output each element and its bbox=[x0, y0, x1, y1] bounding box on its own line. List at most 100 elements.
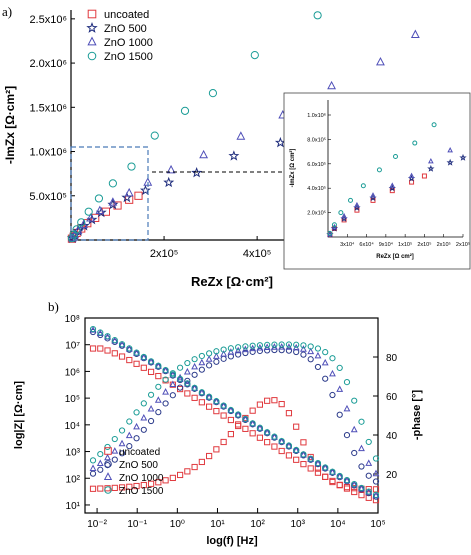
panel-b-phase-point bbox=[235, 344, 242, 351]
inset-point bbox=[431, 122, 437, 128]
panel-b-magnitude-point bbox=[140, 353, 147, 361]
inset-point bbox=[421, 173, 427, 179]
panel-b-phase-point bbox=[213, 358, 220, 365]
panel-b-phase-point bbox=[314, 351, 322, 359]
panel-a-y-ticks: 5.0x10⁵ 1.0x10⁶ 1.5x10⁶ 2.0x10⁶ 2.5x10⁶ bbox=[29, 14, 75, 203]
panel-b-magnitude-point bbox=[322, 473, 329, 480]
panel-b-phase-point bbox=[162, 388, 170, 395]
panel-b-phase-point bbox=[104, 443, 111, 451]
panel-b-phase-point bbox=[191, 371, 198, 378]
panel-b-magnitude-point bbox=[89, 326, 97, 333]
panel-b-phase-point bbox=[125, 431, 133, 439]
panel-b-phase-point bbox=[176, 373, 184, 381]
panel-b-y-tick-label: 10¹ bbox=[66, 501, 81, 512]
panel-b-legend: uncoated ZnO 500 ZnO 1000 ZnO 1500 bbox=[103, 447, 164, 497]
panel-a-point bbox=[95, 206, 107, 218]
inset-point bbox=[376, 167, 382, 173]
panel-b-magnitude-point bbox=[372, 491, 380, 498]
panel-b-y-label: log|Z| [Ω·cm] bbox=[13, 381, 25, 449]
inset-point bbox=[447, 147, 453, 153]
panel-b-phase-point bbox=[89, 457, 97, 464]
inset-point bbox=[348, 197, 353, 203]
panel-b-phase-point bbox=[184, 359, 191, 367]
panel-a-y-tick-label: 2.5x10⁶ bbox=[29, 14, 67, 26]
panel-a-point bbox=[95, 205, 105, 215]
inset-point bbox=[459, 153, 467, 161]
inset-point bbox=[446, 158, 454, 166]
panel-b-y2-tick-label: 20 bbox=[386, 470, 398, 481]
panel-b-y-tick-label: 10⁶ bbox=[65, 367, 80, 378]
legend-marker bbox=[104, 486, 112, 494]
panel-b-phase-point bbox=[242, 349, 249, 357]
panel-b-phase-point bbox=[329, 355, 336, 362]
panel-a-point bbox=[91, 213, 100, 222]
panel-b-y-ticks: 10¹ 10² 10³ 10⁴ 10⁵ 10⁶ 10⁷ 10⁸ bbox=[65, 314, 90, 512]
legend-marker bbox=[103, 472, 113, 480]
panel-b-magnitude-point bbox=[285, 442, 293, 449]
panel-b-magnitude-point bbox=[314, 460, 322, 467]
legend-label: ZnO 500 bbox=[104, 23, 147, 35]
panel-b-phase-point bbox=[111, 435, 118, 443]
panel-b-phase-point bbox=[198, 458, 205, 466]
panel-a-point bbox=[94, 194, 104, 203]
panel-b-magnitude-point bbox=[343, 477, 351, 484]
panel-b-magnitude-point bbox=[198, 389, 205, 396]
panel-a-point bbox=[163, 176, 175, 188]
panel-b-letter: b) bbox=[48, 299, 59, 314]
panel-b-phase-point bbox=[235, 422, 242, 430]
panel-b-x-tick-label: 10³ bbox=[291, 519, 306, 530]
panel-b-magnitude-point bbox=[220, 412, 227, 419]
panel-b-phase-point bbox=[249, 348, 256, 355]
panel-b-points bbox=[89, 325, 380, 504]
panel-b-phase-point bbox=[118, 484, 126, 491]
panel-a-point bbox=[191, 167, 203, 178]
panel-b-magnitude-point bbox=[184, 390, 191, 397]
panel-a-point bbox=[108, 197, 118, 206]
panel-b-phase-point bbox=[183, 367, 191, 375]
panel-b-phase-point bbox=[89, 470, 97, 477]
panel-a-x-tick-label: 2x10⁵ bbox=[150, 248, 178, 260]
panel-b-magnitude-point bbox=[256, 424, 264, 431]
panel-b-phase-point bbox=[365, 459, 373, 466]
panel-b-phase-point bbox=[351, 397, 358, 404]
panel-b-magnitude-point bbox=[358, 484, 365, 492]
panel-b-phase-point bbox=[96, 459, 104, 467]
panel-b-x-tick-label: 10⁵ bbox=[370, 519, 385, 530]
panel-b-phase-point bbox=[293, 341, 300, 348]
panel-b-y2-ticks: 20 40 60 80 bbox=[373, 353, 398, 481]
panel-b-magnitude-point bbox=[307, 465, 314, 472]
panel-b-phase-point bbox=[336, 411, 343, 418]
panel-b-magnitude-point bbox=[191, 394, 198, 401]
inset-point bbox=[412, 140, 418, 146]
panel-b-phase-point bbox=[220, 346, 227, 353]
panel-b-magnitude-point bbox=[285, 452, 293, 459]
panel-b-x-label: log(f) [Hz] bbox=[206, 535, 258, 547]
panel-b-phase-point bbox=[184, 377, 191, 384]
panel-b-magnitude-point bbox=[104, 333, 111, 340]
panel-b-phase-point bbox=[147, 404, 155, 412]
panel-b-phase-point bbox=[162, 400, 169, 407]
panel-b-phase-point bbox=[198, 358, 206, 366]
panel-b-y2-tick-label: 80 bbox=[386, 353, 398, 364]
panel-b-magnitude-point bbox=[242, 415, 249, 422]
panel-b-magnitude-point bbox=[133, 349, 140, 356]
inset-y-tick-label: 4.0x10⁵ bbox=[307, 185, 326, 192]
panel-a-y-label: -ImZx [Ω·cm²] bbox=[3, 86, 17, 164]
panel-a-letter: a) bbox=[2, 4, 12, 19]
panel-b-frame bbox=[84, 317, 379, 514]
panel-b-magnitude-point bbox=[300, 461, 307, 468]
inset-point bbox=[409, 179, 415, 185]
panel-b-magnitude-point bbox=[264, 429, 271, 436]
panel-b-phase-point bbox=[307, 356, 314, 363]
panel-a-point bbox=[228, 150, 240, 161]
panel-b-phase-point bbox=[329, 369, 336, 377]
panel-b-magnitude-point bbox=[235, 421, 242, 428]
panel-b-phase-point bbox=[249, 407, 256, 414]
panel-b-phase-point bbox=[118, 439, 126, 447]
panel-a-point bbox=[274, 136, 286, 148]
panel-b-magnitude-point bbox=[235, 411, 242, 418]
legend-label: ZnO 1000 bbox=[104, 37, 153, 49]
panel-b-phase-point bbox=[372, 478, 380, 485]
panel-b-x-ticks: 10⁻² 10⁻¹ 10⁰ 10¹ 10² 10³ 10⁴ 10⁵ bbox=[87, 508, 386, 530]
panel-b-x-tick-label: 10² bbox=[250, 519, 265, 530]
